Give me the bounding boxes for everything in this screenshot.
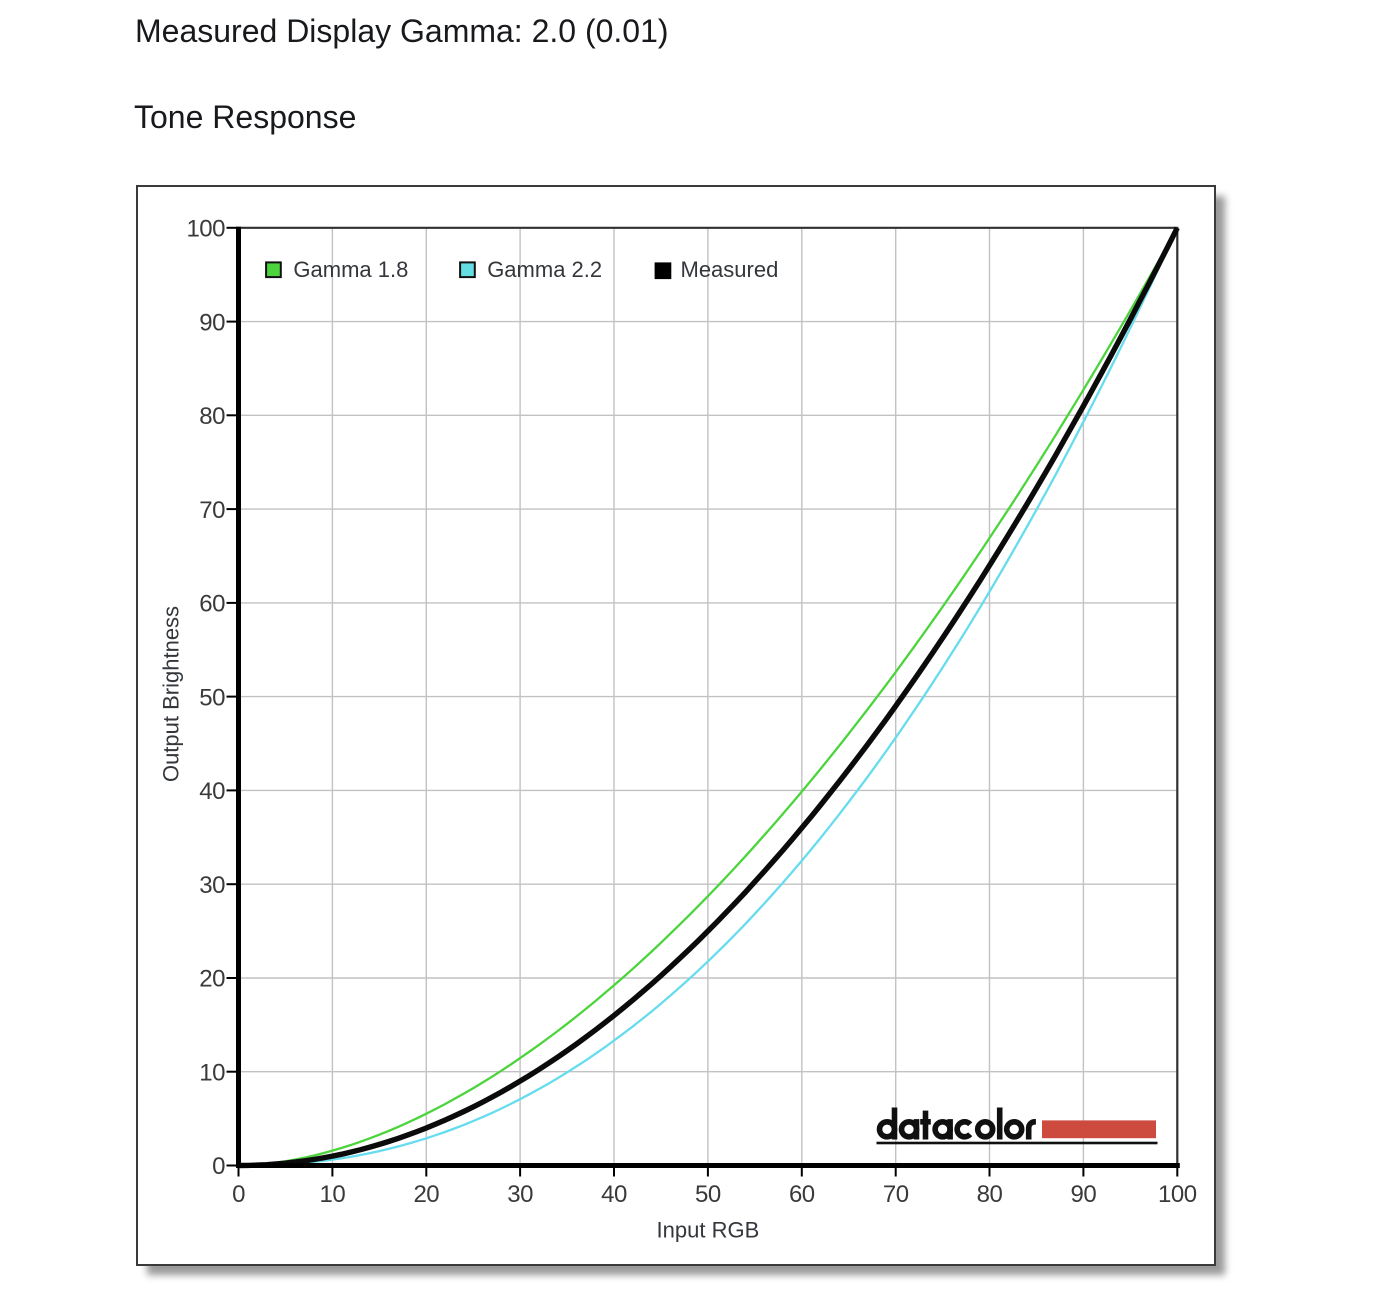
svg-text:40: 40 bbox=[601, 1181, 627, 1208]
svg-text:10: 10 bbox=[319, 1181, 345, 1208]
svg-text:60: 60 bbox=[199, 591, 225, 618]
svg-text:0: 0 bbox=[212, 1153, 225, 1180]
svg-text:30: 30 bbox=[507, 1181, 533, 1208]
svg-text:90: 90 bbox=[199, 309, 225, 336]
svg-text:60: 60 bbox=[788, 1181, 814, 1208]
svg-text:30: 30 bbox=[199, 872, 225, 899]
svg-text:20: 20 bbox=[413, 1181, 439, 1208]
svg-text:70: 70 bbox=[882, 1181, 908, 1208]
svg-text:70: 70 bbox=[199, 497, 225, 524]
svg-text:20: 20 bbox=[199, 966, 225, 993]
svg-text:10: 10 bbox=[199, 1059, 225, 1086]
svg-text:Measured: Measured bbox=[680, 257, 778, 282]
svg-text:80: 80 bbox=[976, 1181, 1002, 1208]
svg-text:40: 40 bbox=[199, 778, 225, 805]
svg-text:90: 90 bbox=[1070, 1181, 1096, 1208]
svg-text:100: 100 bbox=[1158, 1181, 1197, 1208]
svg-text:Input RGB: Input RGB bbox=[656, 1218, 759, 1243]
svg-text:50: 50 bbox=[199, 684, 225, 711]
svg-text:Gamma 2.2: Gamma 2.2 bbox=[487, 257, 602, 282]
svg-text:100: 100 bbox=[186, 216, 225, 243]
svg-text:Output Brightness: Output Brightness bbox=[158, 606, 183, 782]
svg-text:0: 0 bbox=[232, 1181, 245, 1208]
svg-text:Gamma 1.8: Gamma 1.8 bbox=[293, 257, 408, 282]
svg-text:50: 50 bbox=[695, 1181, 721, 1208]
svg-text:80: 80 bbox=[199, 403, 225, 430]
